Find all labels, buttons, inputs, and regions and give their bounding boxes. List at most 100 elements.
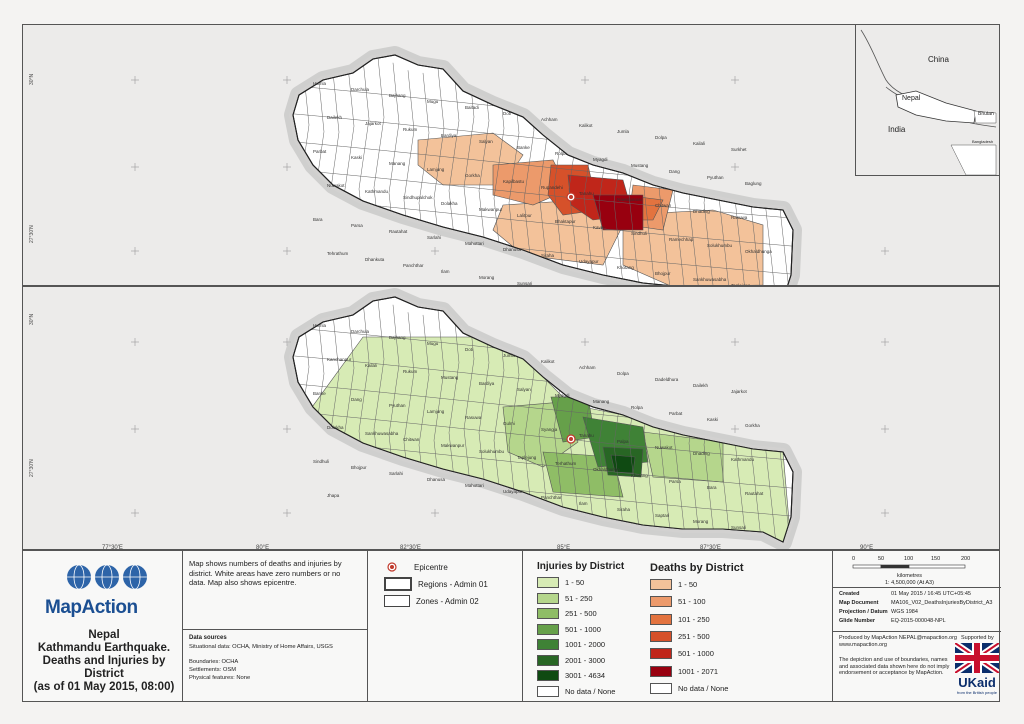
district-label: Gulmi [503, 421, 515, 426]
scale-tick: 50 [878, 556, 885, 562]
district-label: Bhojpur [351, 465, 367, 470]
deaths-class-row: 251 - 500 [650, 630, 710, 642]
map-legend: MapAction Nepal Kathmandu Earthquake. De… [22, 550, 1001, 702]
data-source-line: Boundaries: OCHA [189, 659, 239, 665]
district-label: Sunsari [517, 281, 532, 286]
district-label: Gorkha [745, 423, 760, 428]
district-label: Lamjung [427, 409, 445, 414]
district-label: Ramechhap [669, 237, 694, 242]
district-label: Sindhuli [631, 231, 647, 236]
deaths-swatch [650, 682, 672, 694]
district-label: Kaski [351, 155, 362, 160]
epicentre-legend-row: Epicentre [384, 561, 448, 573]
district-label: Dolakha [327, 425, 344, 430]
deaths-swatch [650, 648, 672, 660]
meta-glide: Glide Number EQ-2015-000048-NPL [839, 618, 946, 624]
lon-label-8730e: 87°30'E [700, 545, 721, 551]
district-label: Sunsari [731, 525, 746, 530]
deaths-class-label: 1001 - 2071 [678, 666, 719, 676]
district-label: Okhaldhunga [593, 467, 620, 472]
injuries-map-panel[interactable]: Humla Darchula Bajhang Mugu Doti Jumla Kalikot… [22, 286, 1000, 550]
district-label: Banke [517, 145, 530, 150]
classification-cell: Injuries by District 1 - 50 51 - 250 251 -… [523, 551, 833, 701]
district-label: Rukum [403, 369, 418, 374]
district-label: Dhading [693, 451, 710, 456]
district-label: Rautahat [745, 491, 764, 496]
injuries-class-label: 501 - 1000 [565, 624, 601, 634]
injuries-swatch [537, 639, 559, 650]
district-label: Sindhupalchok [403, 195, 433, 200]
injuries-class-label: 1001 - 2000 [565, 640, 606, 649]
district-label: Bara [707, 485, 717, 490]
lon-label-80e: 80°E [256, 545, 270, 551]
district-label: Tanahu [579, 191, 594, 196]
district-label: Gorkha [465, 173, 480, 178]
district-label: Syangja [541, 427, 558, 432]
district-label: Sarlahi [427, 235, 441, 240]
district-label: Darchula [351, 329, 370, 334]
deaths-class-row: 1 - 50 [650, 579, 697, 590]
meta-document: Map Document MA106_V02_DeathsInjuriesByDi… [839, 600, 993, 606]
district-label: Jhapa [327, 493, 340, 498]
deaths-map-panel[interactable]: MA106 HumlaDarchulaBajhangMuguBaitadiDot… [22, 24, 1000, 286]
deaths-class-label: 251 - 500 [678, 631, 710, 641]
symbols-cell: Epicentre Regions - Admin 01 Zones - Adm… [368, 551, 523, 701]
district-label: Rautahat [389, 229, 408, 234]
district-label: Chitwan [655, 203, 672, 208]
district-label: Mustang [631, 163, 649, 168]
district-label: Bardiya [441, 133, 457, 138]
lon-label-85e: 85°E [557, 545, 571, 551]
district-label: Dolpa [617, 371, 629, 376]
district-label: Morang [479, 275, 495, 280]
district-label: Dadeldhura [655, 377, 679, 382]
injuries-class-label: 2001 - 3000 [565, 655, 606, 665]
district-label: Khotang [631, 473, 648, 478]
deaths-legend-title: Deaths by District [650, 562, 744, 574]
data-source-line: Settlements: OSM [189, 667, 237, 673]
district-label: Bara [313, 217, 323, 222]
district-label: Rolpa [631, 405, 643, 410]
epicentre-icon [387, 562, 397, 572]
mapaction-logo-text: MapAction [45, 597, 138, 618]
injuries-class-row: 2001 - 3000 [537, 654, 606, 666]
website-link[interactable]: www.mapaction.org [839, 642, 887, 648]
injuries-class-row: No data / None [537, 685, 616, 697]
district-label: Myagdi [593, 157, 608, 162]
injuries-swatch [537, 670, 559, 681]
district-label: Mahottari [465, 483, 484, 488]
regions-swatch [384, 577, 412, 591]
district-label: Udayapur [503, 489, 523, 494]
district-label: Baitadi [465, 105, 479, 110]
district-label: Jumla [503, 353, 516, 358]
district-label: Kalikot [541, 359, 555, 364]
district-label: Kavre [593, 225, 605, 230]
deaths-class-row: 101 - 250 [650, 613, 710, 625]
district-label: Mahottari [465, 241, 484, 246]
district-label: Banke [313, 391, 326, 396]
district-label: Dhading [693, 209, 710, 214]
district-label: Humla [313, 323, 327, 328]
lat-label-30n-bottom: 30°N [29, 313, 35, 325]
district-label: Ilam [441, 269, 450, 274]
meta-projection: Projection / Datum WGS 1984 [839, 609, 918, 615]
district-label: Chitwan [403, 437, 420, 442]
injuries-map-canvas[interactable]: Humla Darchula Bajhang Mugu Doti Jumla Kalikot… [23, 287, 1000, 550]
injuries-class-label: 3001 - 4634 [565, 671, 606, 680]
deaths-map-canvas[interactable]: Humla Darchula Bajhang Mugu Baitadi Doti Achha… [23, 25, 1000, 286]
scale-tick: 0 [852, 556, 856, 562]
scale-bar [852, 564, 966, 569]
district-label: Panchthar [541, 495, 562, 500]
union-jack-icon [953, 640, 1001, 676]
district-label: Nuwakot [327, 183, 345, 188]
district-label: Sarlahi [389, 471, 403, 476]
district-label: Makwanpur [479, 207, 503, 212]
district-label: Tehrathum [327, 251, 349, 256]
district-label: Morang [693, 519, 709, 524]
lat-label-2730n-top: 27°30'N [29, 225, 35, 243]
regions-legend-row: Regions - Admin 01 [384, 577, 488, 591]
inset-label-bangladesh: Bangladesh [972, 139, 994, 144]
injuries-class-label: No data / None [565, 686, 616, 696]
injuries-class-row: 3001 - 4634 [537, 670, 605, 681]
lon-label-8230e: 82°30'E [400, 545, 421, 551]
data-source-line: Physical features: None [189, 675, 251, 681]
